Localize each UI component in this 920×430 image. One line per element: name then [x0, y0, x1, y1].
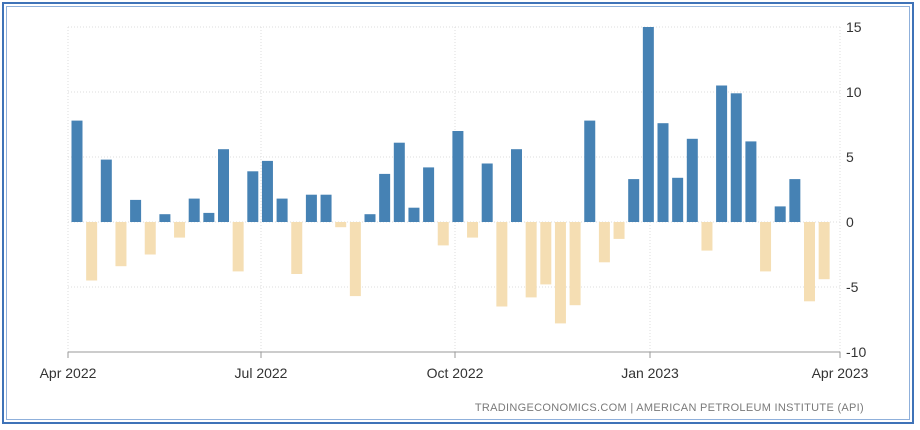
source-attribution: TRADINGECONOMICS.COM | AMERICAN PETROLEU…	[474, 402, 864, 414]
x-tick-label: Jul 2022	[235, 365, 288, 381]
bar-positive	[261, 160, 273, 222]
bar-positive	[642, 27, 654, 222]
bar-positive	[130, 199, 142, 222]
bar-positive	[305, 194, 317, 222]
bar-positive	[745, 141, 757, 222]
y-tick-label: 15	[846, 19, 862, 35]
y-axis-tick-labels: 15 10 5 0 -5 -10	[846, 19, 866, 360]
bar-negative	[232, 222, 244, 272]
bar-negative	[540, 222, 552, 285]
x-tick-label: Apr 2023	[812, 365, 869, 381]
bar-positive	[188, 198, 200, 222]
bar-positive	[364, 214, 376, 222]
bar-positive	[774, 206, 786, 222]
bar-positive	[730, 93, 742, 222]
bar-positive	[672, 177, 684, 222]
y-tick-label: 0	[846, 214, 854, 230]
bar-negative	[115, 222, 127, 267]
bar-negative	[613, 222, 625, 239]
bars	[71, 27, 830, 324]
bar-negative	[144, 222, 156, 255]
x-tick-label: Apr 2022	[40, 365, 97, 381]
bar-negative	[335, 222, 347, 228]
bar-positive	[716, 85, 728, 222]
y-tick-label: 5	[846, 149, 854, 165]
chart-frame-inner-border	[6, 6, 910, 420]
bar-positive	[247, 171, 259, 222]
bar-positive	[100, 159, 112, 222]
bar-positive	[159, 214, 171, 222]
bar-positive	[423, 167, 435, 222]
bar-positive	[511, 149, 522, 222]
bar-negative	[818, 222, 830, 280]
y-tick-label: -10	[846, 344, 866, 360]
bar-positive	[408, 207, 420, 222]
x-tick-label: Oct 2022	[427, 365, 484, 381]
bar-negative	[496, 222, 508, 307]
bar-positive	[276, 198, 288, 222]
bar-negative	[760, 222, 772, 272]
bar-positive	[203, 212, 215, 222]
bar-positive	[481, 163, 493, 222]
bar-positive	[789, 179, 801, 222]
bar-negative	[467, 222, 479, 238]
bar-positive	[379, 173, 391, 222]
bar-positive	[393, 142, 405, 222]
bar-negative	[701, 222, 713, 251]
bar-negative	[174, 222, 186, 238]
bar-negative	[291, 222, 303, 274]
x-tick-label: Jan 2023	[621, 365, 679, 381]
bar-negative	[804, 222, 815, 302]
y-tick-label: 10	[846, 84, 862, 100]
bar-positive	[657, 123, 669, 222]
bar-positive	[686, 138, 698, 222]
bar-negative	[554, 222, 566, 324]
bar-positive	[71, 120, 83, 222]
bar-negative	[86, 222, 98, 281]
bar-negative	[349, 222, 361, 297]
bar-negative	[437, 222, 449, 246]
bar-negative	[525, 222, 537, 298]
bar-positive	[320, 194, 332, 222]
bar-negative	[598, 222, 610, 263]
x-axis: Apr 2022 Jul 2022 Oct 2022 Jan 2023 Apr 2023	[40, 351, 869, 381]
bar-positive	[452, 131, 464, 222]
bar-negative	[569, 222, 581, 306]
bar-positive	[628, 179, 640, 222]
y-tick-label: -5	[846, 279, 859, 295]
bar-positive	[218, 149, 229, 222]
bar-positive	[584, 120, 596, 222]
